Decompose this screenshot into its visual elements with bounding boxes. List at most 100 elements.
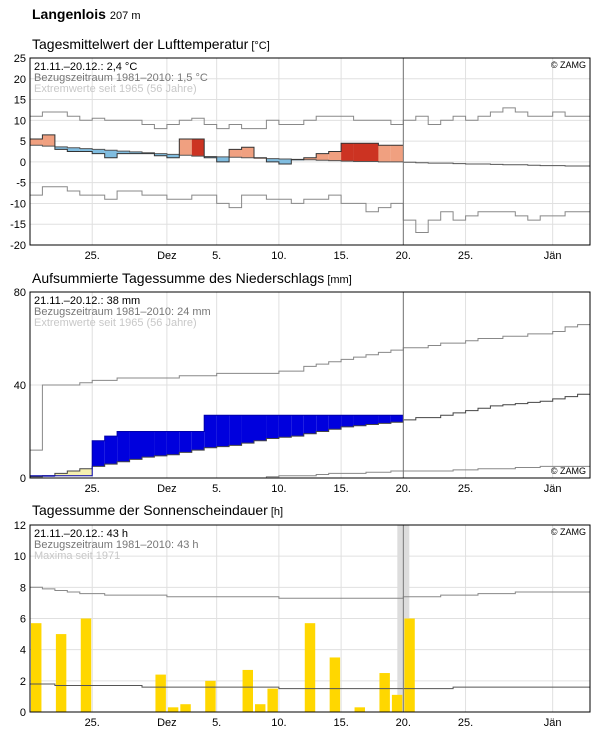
y-tick-label: 8 <box>20 582 26 594</box>
sun-max-line <box>30 586 590 599</box>
temp-bar <box>241 147 254 158</box>
precip-fill <box>67 471 80 476</box>
y-tick-label: 20 <box>14 74 26 86</box>
precip-fill <box>303 415 317 434</box>
info-period: 21.11.–20.12.: 2,4 °C <box>34 61 137 73</box>
sun-bar <box>267 688 278 712</box>
sun-bar <box>205 680 216 712</box>
y-tick-label: -20 <box>10 240 26 252</box>
temp-bar <box>303 157 317 160</box>
precip-fill <box>154 431 167 456</box>
precip-fill <box>366 415 379 425</box>
x-tick-label: 25. <box>458 717 473 729</box>
sun-ref-line <box>30 683 590 690</box>
plot-frame <box>29 291 591 479</box>
x-tick-label: 5. <box>212 483 221 495</box>
precip-fill <box>166 431 180 455</box>
precip-fill <box>79 468 93 476</box>
x-tick-label: Dez <box>157 250 177 262</box>
precip-fill <box>254 415 267 441</box>
sun-bar <box>155 674 166 712</box>
precip-fill <box>191 431 205 451</box>
sun-bar <box>180 704 191 712</box>
panel-0 <box>29 57 591 246</box>
panel-1 <box>29 291 591 479</box>
y-tick-label: 5 <box>20 136 26 148</box>
zamg-credit: © ZAMG <box>551 466 586 476</box>
precip-fill <box>142 431 155 458</box>
temp-max-line <box>30 107 590 130</box>
precip-fill <box>117 431 130 462</box>
sun-bar <box>255 704 266 712</box>
temp-bar <box>54 146 68 150</box>
temp-bar <box>104 150 118 158</box>
x-tick-label: Dez <box>157 483 177 495</box>
x-tick-label: 20. <box>396 250 411 262</box>
x-tick-label: 10. <box>271 717 286 729</box>
x-tick-label: 25. <box>85 717 100 729</box>
temp-bar <box>216 156 230 162</box>
sun-bar <box>55 634 67 712</box>
x-tick-label: 25. <box>458 250 473 262</box>
sun-bar <box>329 657 341 712</box>
y-tick-label: 15 <box>14 95 26 107</box>
x-tick-label: 20. <box>396 483 411 495</box>
precip-fill <box>390 415 404 423</box>
sunshine-unit: [h] <box>270 506 284 518</box>
y-tick-label: 12 <box>14 520 26 532</box>
x-tick-label: 10. <box>271 250 286 262</box>
temp-bar <box>266 158 279 162</box>
temp-bar <box>191 139 205 157</box>
temp-bar <box>92 149 105 154</box>
temperature-unit: [°C] <box>251 40 270 52</box>
temperature-title-text: Tagesmittelwert der Lufttemperatur <box>32 36 249 52</box>
temp-bar <box>278 158 292 164</box>
info-reference: Bezugszeitraum 1981–2010: 43 h <box>34 539 199 551</box>
sun-bar <box>391 694 403 712</box>
x-tick-label: 10. <box>271 483 286 495</box>
y-tick-label: 40 <box>14 380 26 392</box>
info-extremes: Extremwerte seit 1965 (56 Jahre) <box>34 83 197 95</box>
zamg-credit: © ZAMG <box>551 527 586 537</box>
precip-unit: [mm] <box>327 274 352 286</box>
station-header: Langenlois 207 m <box>32 6 140 22</box>
info-reference: Bezugszeitraum 1981–2010: 1,5 °C <box>34 72 208 84</box>
station-name: Langenlois <box>32 6 106 22</box>
temp-bar <box>166 154 180 158</box>
station-altitude: 207 m <box>109 10 141 22</box>
precip-title-text: Aufsummierte Tagessumme des Niederschlag… <box>32 270 325 286</box>
sunshine-title: Tagessumme der Sonnenscheindauer [h] <box>32 502 283 518</box>
x-tick-label: Dez <box>157 717 177 729</box>
y-tick-label: 25 <box>14 53 26 65</box>
sun-bar <box>354 707 365 712</box>
precip-fill <box>341 415 354 427</box>
x-tick-label: Jän <box>544 717 562 729</box>
info-extremes: Maxima seit 1971 <box>34 550 120 562</box>
temp-ref-line <box>30 144 590 167</box>
precip-fill <box>378 415 391 424</box>
y-tick-label: 0 <box>20 157 26 169</box>
precip-fill <box>229 415 242 446</box>
y-tick-label: -10 <box>10 198 26 210</box>
temp-min-line <box>30 186 590 233</box>
precip-max-line <box>30 324 590 451</box>
temp-bar <box>341 143 354 162</box>
y-tick-label: 80 <box>14 287 26 299</box>
precip-fill <box>328 415 342 430</box>
zamg-credit: © ZAMG <box>551 60 586 70</box>
precip-fill <box>54 473 68 476</box>
sun-bar <box>404 618 415 712</box>
plot-frame <box>29 524 591 713</box>
temp-bar <box>67 147 80 152</box>
precip-title: Aufsummierte Tagessumme des Niederschlag… <box>32 270 352 286</box>
sun-bar <box>242 669 253 712</box>
y-tick-label: -15 <box>10 219 26 231</box>
info-extremes: Extremwerte seit 1965 (56 Jahre) <box>34 317 197 329</box>
precip-fill <box>241 415 254 444</box>
precip-fill <box>291 415 304 437</box>
y-tick-label: -5 <box>16 178 26 190</box>
sun-bar <box>379 673 390 712</box>
temp-bar <box>42 134 55 147</box>
x-tick-label: Jän <box>544 483 562 495</box>
